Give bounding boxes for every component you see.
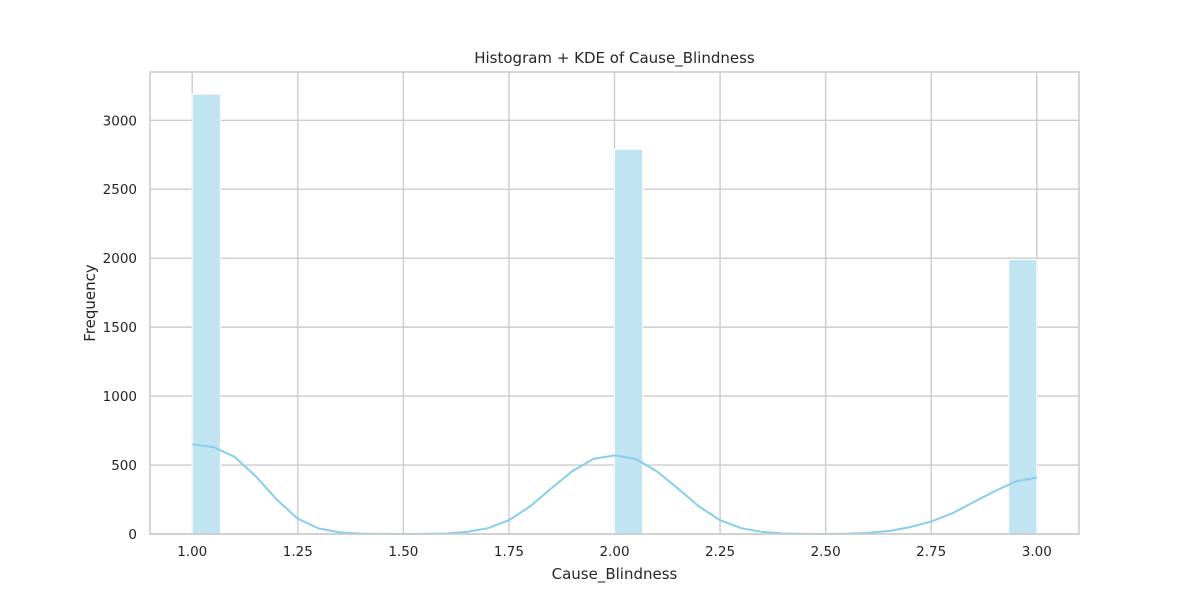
y-tick-label-0: 0 xyxy=(128,527,137,543)
x-tick-label-1: 1.25 xyxy=(283,544,313,560)
y-tick-label-5: 2500 xyxy=(103,182,137,198)
kde-curve xyxy=(192,443,1037,536)
x-tick-label-7: 2.75 xyxy=(916,544,946,560)
histogram-bars xyxy=(191,93,1038,535)
y-tick-label-3: 1500 xyxy=(103,320,137,336)
x-tick-label-4: 2.00 xyxy=(599,544,629,560)
plot-area-frame xyxy=(149,71,1080,535)
kde-curve-group xyxy=(192,443,1037,536)
y-tick-label-4: 2000 xyxy=(103,251,137,267)
y-axis-ticks: 0 500 1000 1500 2000 2500 3000 xyxy=(103,113,137,543)
x-tick-label-0: 1.00 xyxy=(177,544,207,560)
x-tick-label-5: 2.25 xyxy=(705,544,735,560)
y-axis-label: Frequency xyxy=(81,264,99,342)
x-tick-label-3: 1.75 xyxy=(494,544,524,560)
y-tick-label-6: 3000 xyxy=(103,113,137,129)
x-axis-ticks: 1.00 1.25 1.50 1.75 2.00 2.25 2.50 2.75 3.00 xyxy=(177,544,1052,560)
histogram-bar-0 xyxy=(191,93,221,535)
x-tick-label-8: 3.00 xyxy=(1022,544,1052,560)
histogram-bar-2 xyxy=(1008,259,1038,535)
chart-title: Histogram + KDE of Cause_Blindness xyxy=(474,49,755,68)
y-tick-label-2: 1000 xyxy=(103,389,137,405)
x-axis-label: Cause_Blindness xyxy=(552,565,678,584)
histogram-bar-1 xyxy=(614,148,644,535)
x-tick-label-2: 1.50 xyxy=(388,544,418,560)
y-tick-label-1: 500 xyxy=(111,458,137,474)
x-tick-label-6: 2.50 xyxy=(811,544,841,560)
